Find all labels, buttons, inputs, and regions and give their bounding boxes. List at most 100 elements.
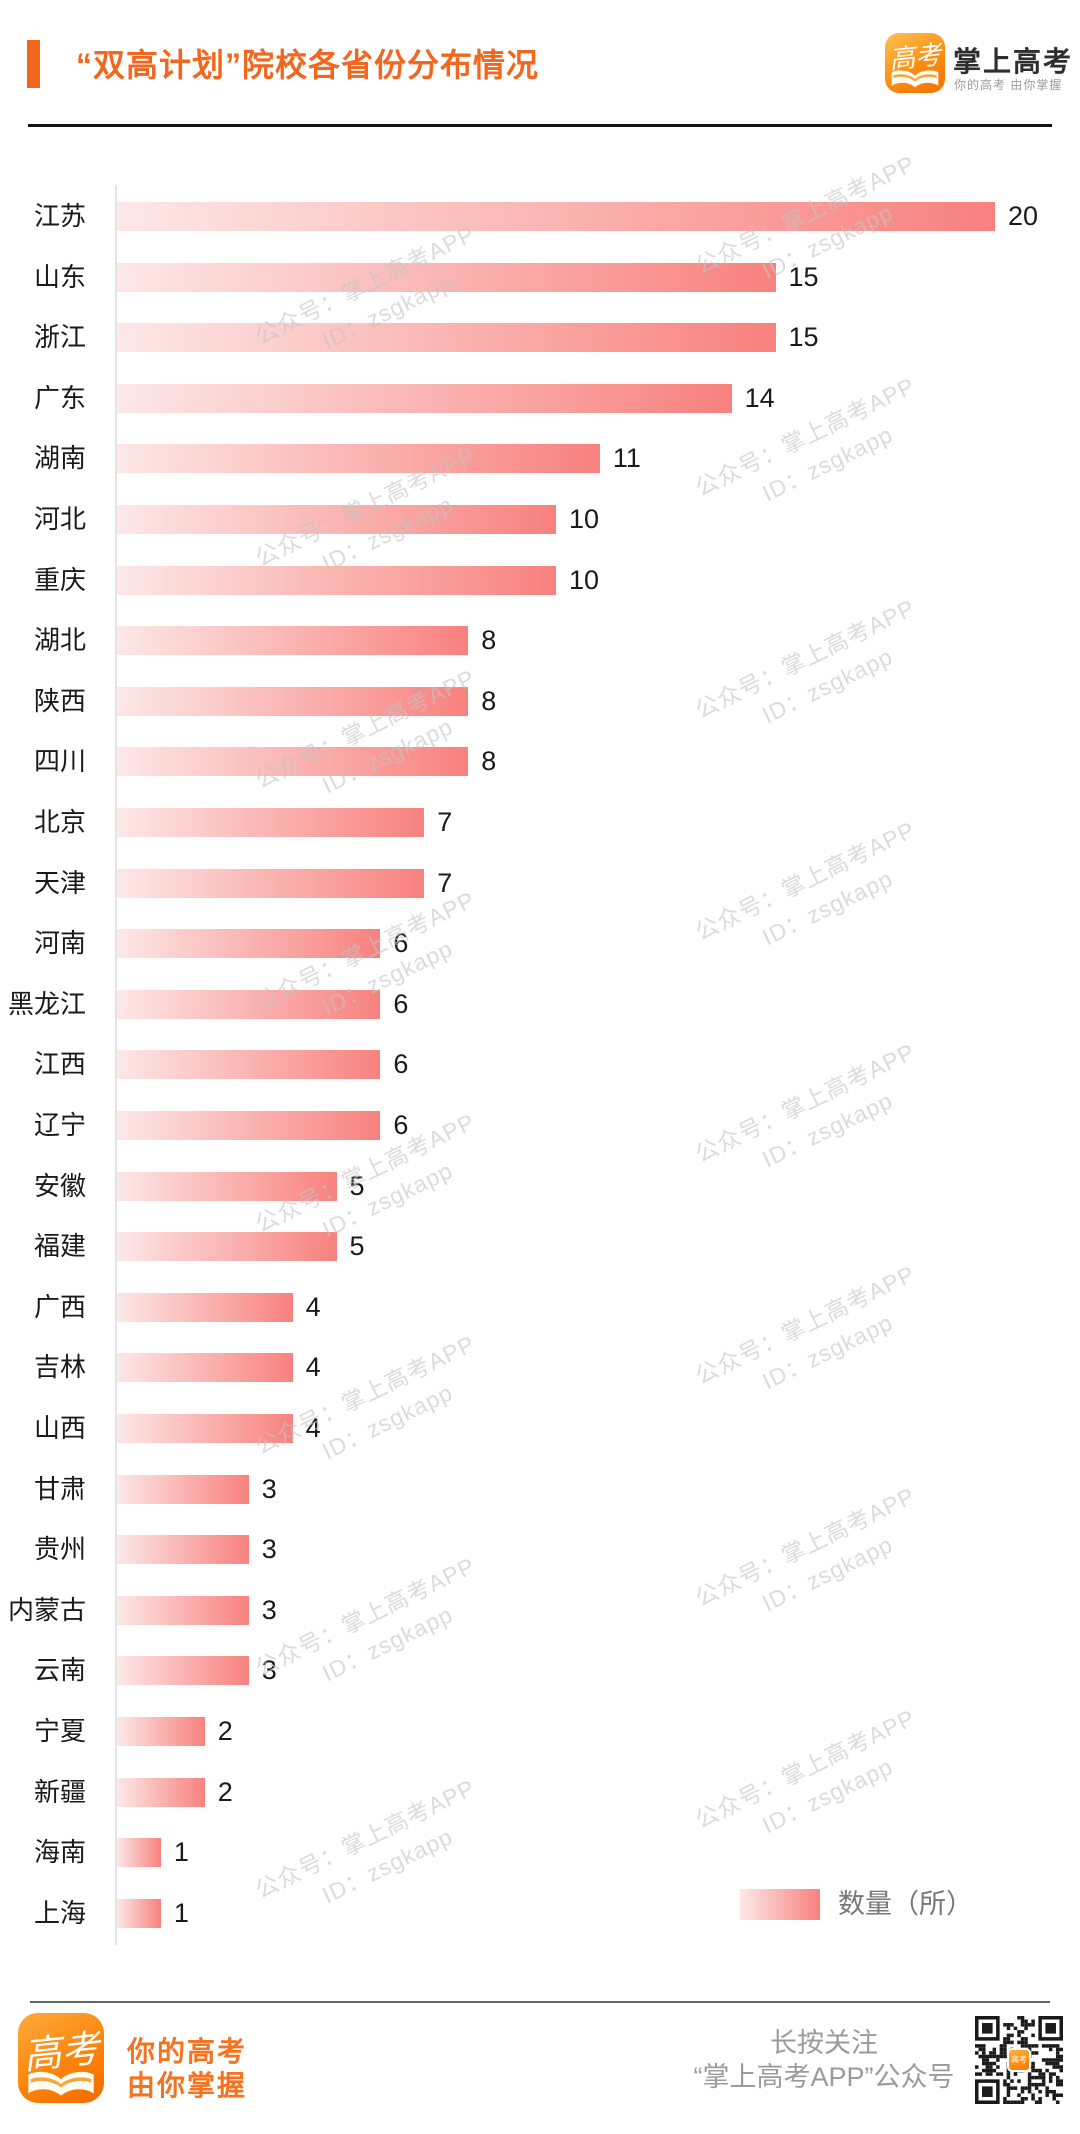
category-label: 上海 [33, 1897, 86, 1928]
bar-row: 安徽 5 [0, 1170, 1080, 1201]
value-label: 10 [569, 504, 600, 534]
category-label: 河北 [33, 504, 86, 534]
follow-text: 长按关注 “掌上高考APP”公众号 [624, 2026, 1024, 2094]
bar [117, 202, 995, 231]
bar [117, 1838, 161, 1868]
bar [117, 444, 600, 474]
qr-pattern [975, 2016, 1063, 2104]
category-label: 重庆 [33, 564, 86, 595]
qr-code: 高考 [975, 2016, 1063, 2104]
value-label: 15 [788, 261, 819, 292]
bar-row: 山东 15 [0, 261, 1080, 292]
bar-row: 广东 14 [0, 382, 1080, 413]
bar [117, 868, 425, 898]
bar [117, 1898, 161, 1928]
bar [117, 808, 425, 837]
category-label: 河南 [33, 928, 86, 959]
bar-row: 辽宁 6 [0, 1111, 1080, 1140]
category-label: 浙江 [33, 322, 86, 353]
footer-logo-icon: 高考 [18, 2013, 104, 2103]
category-label: 陕西 [33, 685, 86, 716]
footer-slogan-line2: 由你掌握 [127, 2070, 248, 2101]
bar [117, 1717, 205, 1746]
value-label: 4 [305, 1291, 321, 1322]
value-label: 7 [437, 807, 453, 837]
value-label: 6 [393, 988, 409, 1019]
bar-row: 上海 1 [0, 1897, 1080, 1928]
value-label: 8 [481, 625, 497, 656]
bar-row: 河北 10 [0, 505, 1080, 534]
bar [117, 1595, 249, 1625]
bar-row: 河南 6 [0, 928, 1080, 959]
value-label: 2 [217, 1716, 233, 1746]
value-label: 3 [261, 1594, 277, 1625]
value-label: 5 [349, 1231, 365, 1262]
value-label: 14 [744, 382, 775, 413]
bar-row: 宁夏 2 [0, 1717, 1080, 1746]
bar-row: 海南 1 [0, 1837, 1080, 1868]
category-label: 新疆 [33, 1776, 86, 1807]
bar-row: 新疆 2 [0, 1776, 1080, 1807]
bar-row: 重庆 10 [0, 564, 1080, 595]
bar-row: 江苏 20 [0, 202, 1080, 231]
value-label: 6 [393, 1049, 409, 1080]
category-label: 宁夏 [33, 1716, 86, 1746]
bar [117, 262, 776, 292]
value-label: 4 [305, 1352, 321, 1383]
header-divider [28, 124, 1052, 127]
bar-row: 江西 6 [0, 1049, 1080, 1080]
category-label: 山西 [33, 1413, 86, 1443]
value-label: 6 [393, 1110, 409, 1140]
bar-row: 湖南 11 [0, 443, 1080, 474]
value-label: 3 [261, 1655, 277, 1686]
bar [117, 686, 469, 716]
bar-row: 内蒙古 3 [0, 1594, 1080, 1625]
value-label: 3 [261, 1473, 277, 1504]
value-label: 7 [437, 867, 453, 898]
value-label: 1 [173, 1837, 189, 1868]
bar [117, 1111, 381, 1140]
book-icon [28, 2071, 94, 2096]
category-label: 山东 [33, 261, 86, 292]
legend-label: 数量（所） [838, 1889, 973, 1919]
bar [117, 929, 381, 959]
value-label: 4 [305, 1413, 321, 1443]
bar [117, 626, 469, 656]
bar [117, 1414, 293, 1443]
category-label: 海南 [33, 1837, 86, 1868]
category-label: 湖北 [33, 625, 86, 656]
category-label: 广东 [33, 382, 86, 413]
value-label: 3 [261, 1534, 277, 1565]
bar [117, 505, 556, 534]
bar [117, 989, 381, 1019]
bar-row: 广西 4 [0, 1291, 1080, 1322]
value-label: 5 [349, 1170, 365, 1201]
app-logo-icon: 高考 [885, 33, 945, 93]
category-label: 安徽 [33, 1170, 86, 1201]
value-label: 8 [481, 685, 497, 716]
bar [117, 1171, 337, 1201]
bar-row: 北京 7 [0, 808, 1080, 837]
category-label: 江苏 [33, 201, 86, 231]
bar-row: 山西 4 [0, 1414, 1080, 1443]
bar-row: 天津 7 [0, 867, 1080, 898]
qr-center-logo: 高考 [1007, 2048, 1031, 2072]
value-label: 11 [612, 443, 641, 474]
bar [117, 1232, 337, 1262]
bar-row: 云南 3 [0, 1655, 1080, 1686]
bar-row: 福建 5 [0, 1231, 1080, 1262]
bar [117, 1474, 249, 1504]
bar [117, 1777, 205, 1807]
y-axis-line [115, 185, 117, 1945]
category-label: 内蒙古 [7, 1594, 86, 1625]
bar [117, 323, 776, 353]
bar-row: 黑龙江 6 [0, 988, 1080, 1019]
bar [117, 1353, 293, 1383]
bar [117, 1535, 249, 1565]
bar-row: 陕西 8 [0, 685, 1080, 716]
footer-divider [30, 2001, 1050, 2003]
legend-swatch [740, 1889, 820, 1920]
value-label: 1 [173, 1897, 189, 1928]
